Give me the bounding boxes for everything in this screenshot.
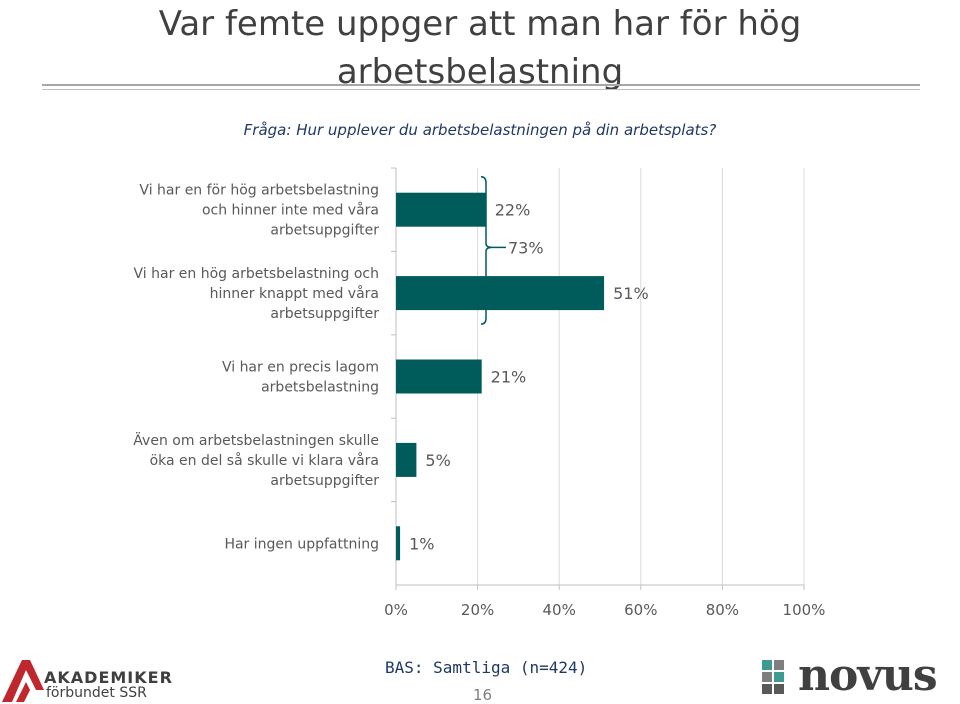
category-label-line: Vi har en för hög arbetsbelastning xyxy=(139,183,379,199)
logo-left-line-2: förbundet SSR xyxy=(46,685,147,701)
bar xyxy=(396,192,486,227)
title-divider-thin xyxy=(42,89,920,90)
novus-logo-mark xyxy=(762,660,784,694)
category-label-line: Även om arbetsbelastningen skulle xyxy=(133,431,379,449)
category-label-line: Har ingen uppfattning xyxy=(224,536,379,552)
x-tick-label: 60% xyxy=(624,601,657,619)
x-tick-label: 100% xyxy=(783,601,826,619)
bar xyxy=(396,359,482,394)
akademiker-logo xyxy=(2,660,44,702)
x-tick-label: 0% xyxy=(384,601,408,619)
bar xyxy=(396,276,605,311)
logo-right-wordmark: novus xyxy=(798,650,938,701)
x-tick-label: 40% xyxy=(543,601,576,619)
bar xyxy=(396,526,401,561)
bracket-label: 73% xyxy=(508,238,544,257)
category-label: Vi har en hög arbetsbelastning och hinner… xyxy=(134,266,380,322)
category-label: Vi har en för hög arbetsbelastning och hi… xyxy=(139,183,379,239)
value-label: 51% xyxy=(613,284,649,303)
x-tick-label: 80% xyxy=(706,601,739,619)
title-line-1: Var femte uppger att man har för hög xyxy=(158,4,802,44)
page-number: 16 xyxy=(473,686,493,704)
value-label: 5% xyxy=(425,451,450,470)
survey-question: Fråga: Hur upplever du arbetsbelastninge… xyxy=(243,121,717,139)
bar-chart: 0% 20% 40% 60% 80% 100% 22% Vi har en för hög a… xyxy=(133,167,826,619)
x-tick-label: 20% xyxy=(461,601,494,619)
logo-left-line-1: AKADEMIKER xyxy=(44,668,173,687)
category-label-line: arbetsuppgifter xyxy=(270,473,379,489)
bar xyxy=(396,442,417,477)
category-label-line: arbetsbelastning xyxy=(261,380,379,396)
category-label-line: och hinner inte med våra xyxy=(202,202,379,219)
value-label: 22% xyxy=(495,201,531,220)
category-label: Har ingen uppfattning xyxy=(224,536,379,552)
sample-base: BAS: Samtliga (n=424) xyxy=(385,658,588,677)
category-label: Även om arbetsbelastningen skulle öka en … xyxy=(133,431,379,489)
value-label: 21% xyxy=(491,368,527,387)
value-label: 1% xyxy=(409,534,434,553)
title-divider xyxy=(42,84,920,86)
category-label-line: Vi har en hög arbetsbelastning och xyxy=(134,266,379,282)
category-label: Vi har en precis lagom arbetsbelastning xyxy=(222,360,379,396)
category-label-line: öka en del så skulle vi klara våra xyxy=(150,452,379,469)
slide-title: Var femte uppger att man har för hög arb… xyxy=(0,0,960,96)
category-label-line: arbetsuppgifter xyxy=(270,223,379,239)
category-label-line: arbetsuppgifter xyxy=(270,306,379,322)
category-label-line: Vi har en precis lagom xyxy=(222,360,379,376)
category-label-line: hinner knappt med våra xyxy=(210,285,379,302)
